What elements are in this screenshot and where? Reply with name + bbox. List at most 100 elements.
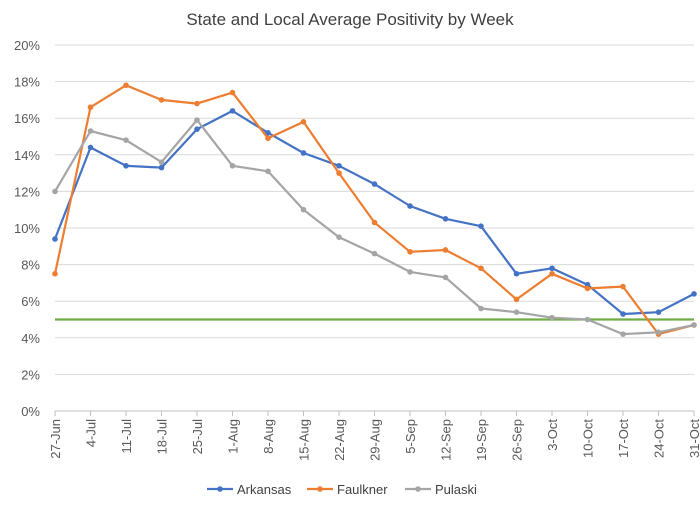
data-point-pulaski <box>513 309 520 315</box>
data-point-faulkner <box>442 247 449 253</box>
legend-swatch-marker <box>317 486 323 492</box>
x-tick-label: 3-Oct <box>545 419 560 451</box>
data-point-arkansas <box>478 223 484 229</box>
data-point-faulkner <box>87 104 94 111</box>
data-point-pulaski <box>407 269 413 275</box>
data-point-faulkner <box>407 248 413 255</box>
data-point-pulaski <box>655 329 662 336</box>
data-point-faulkner <box>478 265 484 272</box>
data-point-pulaski <box>300 206 307 213</box>
data-point-pulaski <box>265 168 271 175</box>
x-tick-label: 8-Aug <box>261 419 276 454</box>
y-tick-label: 18% <box>14 75 40 90</box>
x-tick-label: 10-Oct <box>581 419 596 458</box>
legend-item-arkansas: Arkansas <box>207 482 292 497</box>
data-point-pulaski <box>371 250 378 257</box>
data-point-faulkner <box>549 270 555 277</box>
y-tick-label: 10% <box>14 221 40 236</box>
x-tick-label: 19-Sep <box>474 419 489 461</box>
x-tick-label: 5-Sep <box>403 419 418 454</box>
gridlines <box>55 44 694 375</box>
x-tick-label: 1-Aug <box>226 419 241 454</box>
data-point-pulaski <box>549 314 555 321</box>
data-point-faulkner <box>265 135 271 142</box>
data-point-arkansas <box>123 162 129 169</box>
y-tick-label: 20% <box>14 38 40 53</box>
data-point-arkansas <box>691 291 697 297</box>
legend-swatch-marker <box>415 486 421 492</box>
y-tick-label: 12% <box>14 184 40 199</box>
x-tick-label: 15-Aug <box>297 419 312 461</box>
data-point-arkansas <box>549 265 555 272</box>
y-tick-label: 4% <box>21 331 40 346</box>
data-point-faulkner <box>123 82 129 89</box>
data-point-pulaski <box>584 316 591 323</box>
x-tick-label: 4-Jul <box>84 419 99 447</box>
data-point-arkansas <box>229 108 236 114</box>
data-point-arkansas <box>371 181 378 187</box>
data-point-arkansas <box>265 130 271 136</box>
data-point-arkansas <box>407 203 413 209</box>
legend-label: Arkansas <box>237 482 292 497</box>
data-point-pulaski <box>442 274 449 281</box>
data-point-pulaski <box>620 331 626 337</box>
y-tick-label: 16% <box>14 111 40 126</box>
y-tick-label: 8% <box>21 258 40 273</box>
y-axis: 0% 2% 4% 6% 8% 10% 12% 14% 16% 18% 20% <box>14 38 40 419</box>
x-tick-label: 18-Jul <box>155 419 170 455</box>
data-point-arkansas <box>87 144 94 151</box>
data-point-faulkner <box>300 119 307 125</box>
data-point-pulaski <box>158 159 165 165</box>
data-point-pulaski <box>229 162 236 169</box>
x-tick-label: 17-Oct <box>616 419 631 458</box>
data-point-faulkner <box>336 170 342 176</box>
data-point-pulaski <box>87 128 94 134</box>
x-tick-label: 24-Oct <box>652 419 667 458</box>
x-tick-label: 11-Jul <box>119 419 134 454</box>
data-point-arkansas <box>194 126 200 132</box>
data-point-arkansas <box>655 309 662 315</box>
data-point-pulaski <box>478 305 484 312</box>
x-axis: 27-Jun 4-Jul 11-Jul 18-Jul 25-Jul 1-Aug 8-Aug 1… <box>48 410 700 461</box>
y-tick-label: 6% <box>21 294 40 309</box>
data-point-faulkner <box>52 270 58 277</box>
data-point-faulkner <box>194 100 200 107</box>
y-tick-label: 2% <box>21 367 40 382</box>
data-point-faulkner <box>158 97 165 103</box>
x-tick-label: 25-Jul <box>190 419 205 455</box>
data-point-faulkner <box>229 89 236 96</box>
chart-title: State and Local Average Positivity by We… <box>186 10 514 29</box>
data-point-arkansas <box>442 216 449 222</box>
data-point-pulaski <box>691 322 697 328</box>
data-point-arkansas <box>336 162 342 169</box>
data-point-arkansas <box>620 311 626 317</box>
legend-label: Pulaski <box>435 482 477 497</box>
data-point-pulaski <box>52 188 58 195</box>
x-tick-label: 31-Oct <box>687 419 700 458</box>
data-point-pulaski <box>194 117 200 123</box>
legend-item-faulkner: Faulkner <box>307 482 388 497</box>
data-point-pulaski <box>336 234 342 240</box>
x-tick-label: 12-Sep <box>439 419 454 461</box>
data-point-arkansas <box>158 164 165 171</box>
x-tick-label: 26-Sep <box>510 419 525 461</box>
legend-label: Faulkner <box>337 482 388 497</box>
legend: Arkansas Faulkner Pulaski <box>207 482 477 497</box>
x-tick-label: 27-Jun <box>48 419 63 459</box>
y-tick-label: 14% <box>14 148 40 163</box>
data-point-pulaski <box>123 137 129 143</box>
data-point-arkansas <box>513 270 520 277</box>
data-point-faulkner <box>584 285 591 292</box>
series-pulaski <box>52 117 697 337</box>
series-arkansas <box>52 108 697 317</box>
x-tick-label: 22-Aug <box>332 419 347 461</box>
legend-swatch-marker <box>217 486 223 492</box>
data-point-arkansas <box>300 150 307 156</box>
data-point-arkansas <box>52 236 58 242</box>
data-point-faulkner <box>371 219 378 226</box>
data-point-faulkner <box>620 283 626 290</box>
series-group <box>52 82 697 337</box>
